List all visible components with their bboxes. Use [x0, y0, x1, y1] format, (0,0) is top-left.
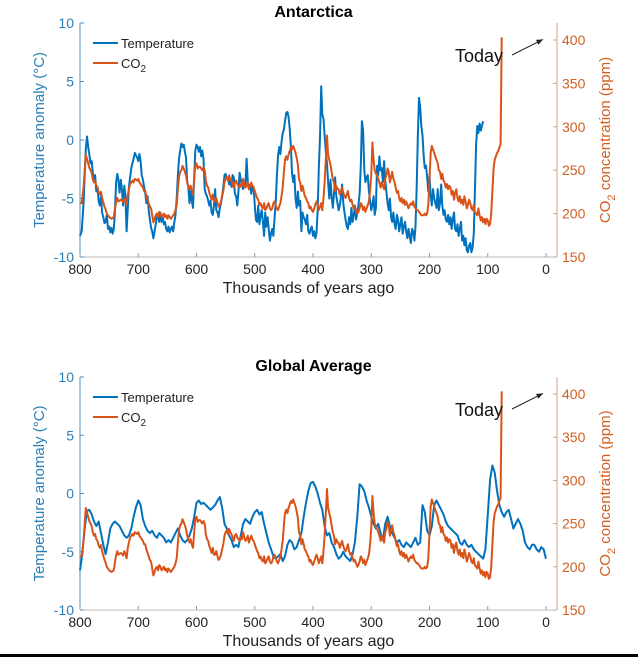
y2-label-subscript: 2 — [606, 194, 618, 200]
series-line-temperature — [79, 85, 485, 254]
y2-tick-label: 300 — [562, 472, 586, 488]
bottom-border — [0, 654, 638, 657]
x-tick-label: 0 — [542, 614, 550, 630]
chart-panel-2: Global Average -10 -5 0 5 10 150 200 250 300 350 40… — [31, 358, 618, 650]
legend-subscript: 2 — [141, 418, 147, 429]
y2-tick-label: 400 — [562, 386, 586, 402]
y-tick-label: 0 — [66, 486, 74, 502]
y2-tick-label: 150 — [562, 602, 586, 618]
x-tick-label: 700 — [127, 261, 151, 277]
y-axis-label: Temperature anomaly (°C) — [31, 52, 48, 228]
legend-subscript: 2 — [141, 64, 147, 75]
x-tick-label: 0 — [542, 261, 550, 277]
y-tick-label: 10 — [58, 369, 74, 385]
y-tick-label: -5 — [62, 544, 75, 560]
y2-label-rest: concentration (ppm) — [597, 410, 614, 548]
y2-tick-label: 150 — [562, 249, 586, 265]
legend-label-co2: CO2 — [121, 410, 147, 429]
x-tick-label: 100 — [476, 261, 500, 277]
y-tick-label: 5 — [66, 74, 74, 90]
y2-tick-label: 250 — [562, 516, 586, 532]
y-tick-label: 0 — [66, 132, 74, 148]
y2-tick-label: 400 — [562, 32, 586, 48]
y2-tick-label: 200 — [562, 559, 586, 575]
chart-title: Antarctica — [274, 4, 352, 21]
legend-co: CO — [121, 410, 141, 425]
x-tick-label: 500 — [243, 614, 267, 630]
y2-tick-label: 350 — [562, 429, 586, 445]
chart-title: Global Average — [255, 358, 371, 375]
annotation-today: Today — [455, 46, 503, 66]
annotation-today: Today — [455, 400, 503, 420]
x-tick-label: 600 — [185, 261, 209, 277]
y-tick-label: 10 — [58, 15, 74, 31]
x-tick-label: 400 — [301, 261, 325, 277]
y-tick-label: -10 — [54, 602, 74, 618]
chart-panel-1: Antarctica -10 -5 0 5 10 150 200 250 300 350 400 800… — [31, 4, 618, 297]
y2-label-rest: concentration (ppm) — [597, 57, 614, 195]
x-axis-label: Thousands of years ago — [223, 633, 395, 650]
y2-axis-label: CO2 concentration (ppm) — [597, 57, 618, 223]
y2-tick-label: 250 — [562, 162, 586, 178]
x-tick-label: 300 — [360, 614, 384, 630]
y2-label-co: CO — [597, 554, 614, 577]
x-tick-label: 700 — [127, 614, 151, 630]
x-tick-label: 500 — [243, 261, 267, 277]
y2-axis-label: CO2 concentration (ppm) — [597, 410, 618, 576]
legend-label-co2: CO2 — [121, 56, 147, 75]
y-axis-label: Temperature anomaly (°C) — [31, 405, 48, 581]
y-tick-label: 5 — [66, 427, 74, 443]
x-tick-label: 600 — [185, 614, 209, 630]
annotation-arrowhead-icon — [536, 393, 543, 399]
series-line-co2 — [80, 391, 503, 580]
y2-tick-label: 350 — [562, 75, 586, 91]
x-tick-label: 400 — [301, 614, 325, 630]
legend-label-temperature: Temperature — [121, 36, 194, 51]
y-tick-label: -10 — [54, 249, 74, 265]
legend-label-temperature: Temperature — [121, 390, 194, 405]
x-tick-label: 300 — [360, 261, 384, 277]
x-axis-label: Thousands of years ago — [223, 280, 395, 297]
y2-tick-label: 200 — [562, 206, 586, 222]
x-tick-label: 800 — [68, 614, 92, 630]
x-tick-label: 800 — [68, 261, 92, 277]
series-line-co2 — [80, 37, 503, 227]
x-tick-label: 200 — [418, 614, 442, 630]
y2-label-subscript: 2 — [606, 548, 618, 554]
y2-label-co: CO — [597, 201, 614, 224]
x-tick-label: 100 — [476, 614, 500, 630]
y2-tick-label: 300 — [562, 119, 586, 135]
legend-co: CO — [121, 56, 141, 71]
annotation-arrowhead-icon — [536, 39, 543, 45]
series-line-temperature — [79, 464, 547, 571]
x-tick-label: 200 — [418, 261, 442, 277]
y-tick-label: -5 — [62, 191, 75, 207]
